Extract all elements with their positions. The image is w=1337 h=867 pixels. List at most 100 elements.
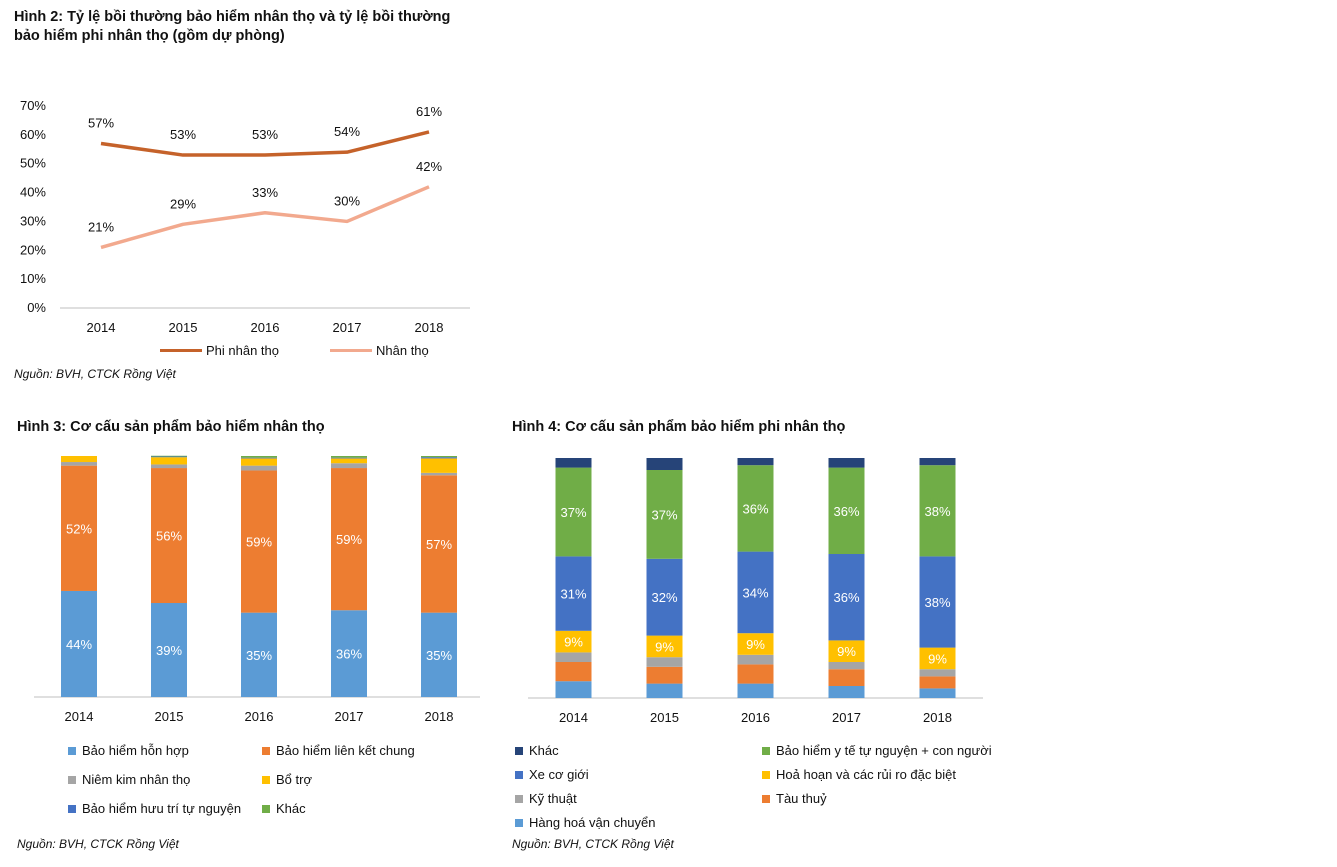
segment-label: 52%: [66, 521, 92, 536]
bar-segment: [919, 676, 956, 689]
legend-label: Khác: [529, 743, 559, 758]
legend-swatch: [515, 794, 523, 803]
legend-swatch: [262, 746, 270, 755]
bar-segment: [737, 465, 774, 552]
bar-segment: [828, 458, 865, 468]
y-tick-label: 10%: [20, 271, 46, 286]
bar-segment: [61, 590, 97, 697]
segment-label: 36%: [833, 504, 859, 519]
x-tick-label: 2014: [559, 710, 588, 725]
legend-swatch: [515, 770, 523, 779]
data-label: 29%: [170, 196, 196, 211]
data-label: 42%: [416, 159, 442, 174]
legend-label: Bảo hiểm liên kết chung: [276, 743, 415, 758]
y-tick-label: 40%: [20, 185, 46, 200]
bar-segment: [919, 556, 956, 648]
x-tick-label: 2018: [425, 709, 454, 724]
bar-segment: [646, 470, 683, 559]
bar-segment: [555, 652, 592, 662]
legend-swatch: [330, 349, 372, 352]
bar-segment: [828, 640, 865, 662]
fig2-line-chart: 0% 10% 20% 30% 40% 50% 60% 70% 2014 2015 2016 2017 2…: [20, 98, 470, 335]
legend-label: Khác: [276, 801, 306, 816]
segment-label: 59%: [336, 532, 362, 547]
segment-label: 36%: [833, 590, 859, 605]
bar-segment: [828, 554, 865, 641]
legend-item: Xe cơ giới: [515, 767, 589, 782]
bar-segment: [646, 458, 683, 470]
bar-segment: [919, 688, 956, 698]
bar-segment: [555, 630, 592, 653]
bar-segment: [151, 603, 187, 697]
fig3-title: Hình 3: Cơ cấu sản phẩm bảo hiểm nhân th…: [17, 419, 325, 435]
legend-label: Nhân thọ: [376, 343, 429, 358]
legend-label: Bổ trợ: [276, 772, 312, 787]
y-tick-label: 20%: [20, 242, 46, 257]
segment-label: 56%: [156, 529, 182, 544]
y-tick-label: 30%: [20, 213, 46, 228]
segment-label: 9%: [564, 635, 583, 650]
legend-label: Xe cơ giới: [529, 767, 589, 782]
bar-segment: [61, 465, 97, 591]
fig4-legend: Khác Bảo hiểm y tế tự nguyện + con người X…: [500, 740, 1020, 835]
segment-label: 31%: [560, 587, 586, 602]
bar-segment: [421, 475, 457, 613]
bar-segment: [737, 683, 774, 698]
segment-label: 9%: [928, 651, 947, 666]
bar-segment: [555, 681, 592, 698]
x-tick-label: 2015: [650, 710, 679, 725]
bar-segment: [737, 633, 774, 655]
bar-segment: [421, 472, 457, 476]
bar-segment: [421, 458, 457, 473]
legend-swatch: [68, 746, 76, 755]
legend-label: Bảo hiểm hỗn hợp: [82, 743, 189, 758]
legend-swatch: [68, 775, 76, 784]
bar-segment: [646, 666, 683, 684]
y-tick-label: 60%: [20, 127, 46, 142]
legend-label: Niêm kim nhân thọ: [82, 772, 191, 787]
x-tick-label: 2015: [169, 320, 198, 335]
bar-segment: [151, 457, 187, 465]
legend-label: Bảo hiểm hưu trí tự nguyện: [82, 801, 242, 816]
segment-label: 9%: [746, 637, 765, 652]
legend-item: Bảo hiểm y tế tự nguyện + con người: [762, 743, 992, 758]
legend-item: Niêm kim nhân thọ: [68, 772, 190, 787]
bar-segment: [331, 610, 367, 697]
legend-label: Hoả hoạn và các rủi ro đặc biệt: [776, 767, 956, 782]
legend-item: Bổ trợ: [262, 772, 312, 787]
bar-segment: [555, 467, 592, 557]
x-tick-label: 2016: [245, 709, 274, 724]
bar-segment: [241, 465, 277, 471]
bar-segment: [241, 457, 277, 459]
legend-swatch: [262, 775, 270, 784]
segment-label: 44%: [66, 637, 92, 652]
legend-swatch: [762, 746, 770, 755]
bar-segment: [421, 456, 457, 458]
segment-label: 34%: [742, 585, 768, 600]
data-label: 30%: [334, 193, 360, 208]
bar-segment: [241, 456, 277, 458]
bar-segment: [737, 551, 774, 634]
x-tick-label: 2017: [832, 710, 861, 725]
x-tick-label: 2018: [415, 320, 444, 335]
segment-label: 39%: [156, 643, 182, 658]
bar-segment: [919, 465, 956, 557]
segment-label: 36%: [336, 647, 362, 662]
bar-segment: [241, 458, 277, 466]
data-label: 33%: [252, 185, 278, 200]
bar-segment: [421, 457, 457, 459]
bar-segment: [828, 467, 865, 554]
fig3-stacked-bar-chart: 44% 52% 2014 39% 56% 2015 35% 59% 2016 36% 59% 2017…: [34, 455, 480, 724]
segment-label: 32%: [651, 590, 677, 605]
bar-segment: [151, 468, 187, 604]
data-label: 53%: [170, 127, 196, 142]
data-label: 54%: [334, 124, 360, 139]
legend-swatch: [515, 746, 523, 755]
segment-label: 9%: [655, 639, 674, 654]
fig3-source: Nguồn: BVH, CTCK Rồng Việt: [17, 837, 179, 851]
legend-item: Tàu thuỷ: [762, 791, 827, 806]
legend-item: Hoả hoạn và các rủi ro đặc biệt: [762, 767, 956, 782]
segment-label: 37%: [651, 507, 677, 522]
bar-segment: [555, 458, 592, 468]
bar-segment: [555, 556, 592, 631]
